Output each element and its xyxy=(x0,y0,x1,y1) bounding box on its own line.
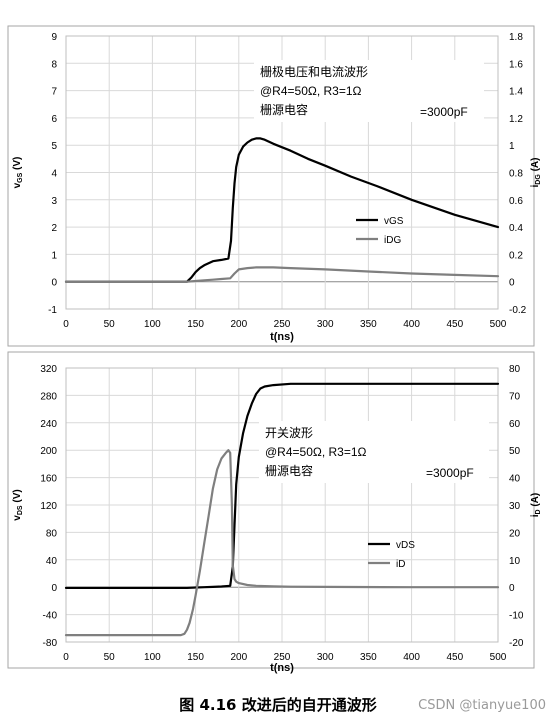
y-tick-label-left: -40 xyxy=(43,611,58,622)
figure-caption: 图 4.16 改进后的自开通波形 xyxy=(179,696,377,714)
x-tick-label: 350 xyxy=(360,319,377,330)
y-tick-label-left: 7 xyxy=(51,87,57,98)
y-tick-label-right: 70 xyxy=(509,391,521,402)
legend-label-vDS: vDS xyxy=(396,540,415,551)
y-tick-label-right: 0.4 xyxy=(509,223,523,234)
x-axis-label: t(ns) xyxy=(270,662,294,674)
x-tick-label: 450 xyxy=(446,652,463,663)
y-tick-label-left: -80 xyxy=(43,638,58,649)
annotation-line-4: =3000pF xyxy=(420,105,468,119)
plot-area-border xyxy=(65,367,499,643)
annotation-line-4: =3000pF xyxy=(426,466,474,480)
annotation-line-3: 栅源电容 xyxy=(260,102,308,117)
x-tick-label: 400 xyxy=(403,652,420,663)
y-tick-label-left: 320 xyxy=(40,364,57,375)
x-tick-label: 500 xyxy=(490,652,507,663)
y-tick-label-right: 1.8 xyxy=(509,32,523,43)
x-tick-label: 50 xyxy=(104,319,116,330)
y-tick-label-right: -10 xyxy=(509,611,524,622)
annotation-line-1: 栅极电压和电流波形 xyxy=(260,64,368,79)
y-tick-label-left: 280 xyxy=(40,391,57,402)
x-tick-label: 250 xyxy=(274,652,291,663)
y-tick-label-left: 9 xyxy=(51,32,57,43)
y-tick-label-left: -1 xyxy=(48,305,57,316)
figure-canvas: -10123456789-0.200.20.40.60.811.21.41.61… xyxy=(7,25,542,674)
y-tick-label-right: -20 xyxy=(509,638,524,649)
annotation-line-2: @R4=50Ω, R3=1Ω xyxy=(260,84,362,98)
chart-panel-1: -1 0 1 2 3 4 5 6 7 8 9 -0.2 0 0.2 0.4 0.6 0.8 1 1.2 1.4 1.6 1… xyxy=(7,25,542,347)
y-tick-label-left: 240 xyxy=(40,419,57,430)
y-tick-label-left: 40 xyxy=(46,556,58,567)
y-tick-label-right: 0 xyxy=(509,583,515,594)
y-tick-label-right: 1.2 xyxy=(509,114,523,125)
y-tick-label-right: 30 xyxy=(509,501,521,512)
chart-panel-2: -80-4004080120160200240280320-20-1001020… xyxy=(7,351,542,674)
y-tick-label-right: 1.4 xyxy=(509,87,523,98)
y-tick-label-right: 0.2 xyxy=(509,250,523,261)
legend-label-iD: iD xyxy=(396,559,405,570)
y-tick-label-left: 160 xyxy=(40,474,57,485)
x-tick-label: 450 xyxy=(446,319,463,330)
y-tick-label-left: 200 xyxy=(40,446,57,457)
series-line-vGS xyxy=(64,137,500,283)
series-line-iD xyxy=(64,449,500,637)
y-tick-label-right: 1 xyxy=(509,141,515,152)
x-tick-label: 100 xyxy=(144,652,161,663)
y-tick-label-right: 40 xyxy=(509,474,521,485)
y-tick-label-left: 1 xyxy=(51,250,57,261)
y-axis-label-right: iD (A) xyxy=(530,493,542,518)
plot-area-border xyxy=(65,35,499,310)
x-tick-label: 200 xyxy=(230,652,247,663)
x-tick-label: 400 xyxy=(403,319,420,330)
y-tick-label-left: 80 xyxy=(46,528,58,539)
annotation-line-2: @R4=50Ω, R3=1Ω xyxy=(265,445,367,459)
x-tick-label: 500 xyxy=(490,319,507,330)
y-tick-label-right: 0.6 xyxy=(509,196,523,207)
y-tick-label-left: 3 xyxy=(51,196,57,207)
y-tick-label-right: 10 xyxy=(509,556,521,567)
x-tick-label: 100 xyxy=(144,319,161,330)
x-tick-label: 50 xyxy=(104,652,116,663)
x-tick-label: 200 xyxy=(230,319,247,330)
series-line-vDS xyxy=(64,382,500,590)
annotation-box xyxy=(259,421,489,483)
annotation-line-1: 开关波形 xyxy=(265,426,313,440)
y-tick-label-right: 80 xyxy=(509,364,521,375)
y-tick-label-right: 1.6 xyxy=(509,59,523,70)
y-axis-label-left: vDS (V) xyxy=(12,489,24,520)
chart-frame xyxy=(7,351,535,669)
y-tick-label-right: 60 xyxy=(509,419,521,430)
csdn-watermark: CSDN @tianyue100 xyxy=(418,698,546,713)
x-tick-label: 0 xyxy=(63,319,69,330)
y-tick-label-left: 0 xyxy=(51,278,57,289)
x-tick-label: 150 xyxy=(187,652,204,663)
y-tick-label-right: 50 xyxy=(509,446,521,457)
x-tick-label: 300 xyxy=(317,319,334,330)
x-tick-label: 300 xyxy=(317,652,334,663)
annotation-box xyxy=(254,60,484,122)
y-axis-label-right: iDG (A) xyxy=(530,158,542,188)
x-tick-label: 350 xyxy=(360,652,377,663)
y-tick-label-left: 6 xyxy=(51,114,57,125)
legend-label-vGS: vGS xyxy=(384,216,404,227)
legend-label-iDG: iDG xyxy=(384,235,401,246)
y-tick-label-left: 8 xyxy=(51,59,57,70)
x-tick-label: 250 xyxy=(274,319,291,330)
y-tick-label-left: 0 xyxy=(51,583,57,594)
y-axis-label-left: vGS (V) xyxy=(12,157,24,189)
y-tick-label-right: 20 xyxy=(509,528,521,539)
y-tick-label-left: 4 xyxy=(51,169,57,180)
x-axis-label: t(ns) xyxy=(270,331,294,343)
y-tick-label-right: 0 xyxy=(509,278,515,289)
y-tick-label-left: 2 xyxy=(51,223,57,234)
y-tick-label-right: -0.2 xyxy=(509,305,527,316)
x-tick-label: 0 xyxy=(63,652,69,663)
y-tick-label-right: 0.8 xyxy=(509,169,523,180)
annotation-line-3: 栅源电容 xyxy=(265,463,313,478)
series-line-iDG xyxy=(64,266,500,283)
y-tick-label-left: 5 xyxy=(51,141,57,152)
x-tick-label: 150 xyxy=(187,319,204,330)
y-tick-label-left: 120 xyxy=(40,501,57,512)
